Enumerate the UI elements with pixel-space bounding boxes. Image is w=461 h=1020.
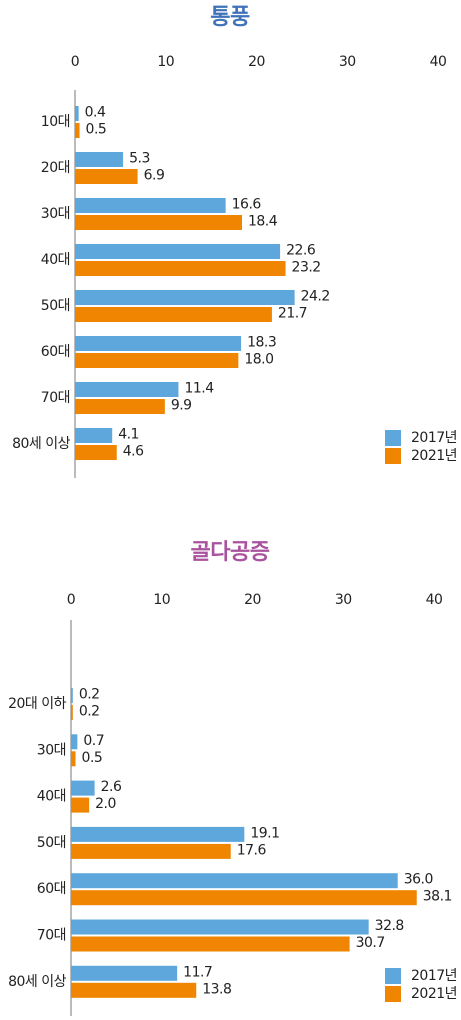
bar (75, 399, 165, 414)
value-label: 32.8 (375, 918, 404, 934)
value-label: 30.7 (356, 935, 385, 951)
legend-swatch (385, 968, 401, 984)
value-label: 16.6 (232, 197, 262, 213)
y-tick-label: 10대 (41, 114, 70, 130)
bar (71, 843, 231, 859)
value-label: 18.0 (244, 352, 273, 368)
bar (75, 215, 242, 230)
bar (71, 780, 95, 796)
bar (71, 982, 197, 998)
value-label: 0.2 (79, 687, 100, 703)
value-label: 2.6 (101, 779, 122, 795)
y-tick-label: 70대 (37, 928, 66, 944)
value-label: 4.6 (123, 444, 144, 460)
value-label: 22.6 (286, 243, 316, 259)
bar (75, 152, 124, 167)
y-tick-label: 60대 (37, 881, 66, 897)
bar (75, 198, 226, 213)
bar (75, 169, 138, 184)
legend-label: 2021년 (411, 448, 457, 464)
bar (71, 873, 398, 889)
bar (71, 936, 350, 952)
x-tick-label: 40 (430, 54, 447, 70)
value-label: 11.7 (183, 964, 212, 980)
x-tick-label: 0 (71, 54, 79, 70)
bar (71, 965, 178, 981)
y-tick-label: 40대 (37, 789, 66, 805)
value-label: 5.3 (129, 151, 150, 167)
bar (75, 123, 80, 138)
y-tick-label: 50대 (37, 835, 66, 851)
bar (75, 382, 179, 397)
value-label: 6.9 (144, 168, 165, 184)
bar (71, 751, 76, 767)
bar (75, 336, 242, 351)
chart-title: 골다공증 (191, 540, 270, 565)
value-label: 0.7 (83, 733, 104, 749)
x-tick-label: 20 (244, 592, 261, 608)
x-tick-label: 0 (67, 592, 75, 608)
bar (75, 261, 286, 276)
y-tick-label: 20대 (41, 160, 70, 176)
value-label: 18.4 (248, 214, 278, 230)
x-tick-label: 20 (248, 54, 265, 70)
legend-label: 2021년 (411, 986, 457, 1002)
value-label: 36.0 (404, 872, 433, 888)
x-tick-label: 40 (426, 592, 443, 608)
value-label: 0.4 (85, 105, 106, 121)
bar (75, 244, 281, 259)
bar (75, 307, 272, 322)
bar (71, 826, 245, 842)
value-label: 13.8 (202, 981, 231, 997)
value-label: 0.5 (82, 750, 103, 766)
value-label: 17.6 (237, 842, 267, 858)
bar (75, 445, 117, 460)
value-label: 4.1 (118, 427, 139, 443)
bar (71, 734, 78, 750)
value-label: 23.2 (292, 260, 321, 276)
value-label: 11.4 (184, 381, 214, 397)
bar (71, 705, 73, 720)
value-label: 0.2 (79, 704, 100, 720)
bar (71, 797, 90, 813)
bar (75, 290, 295, 305)
value-label: 24.2 (301, 289, 330, 305)
y-tick-label: 80세 이상 (12, 436, 71, 452)
legend-swatch (385, 430, 401, 446)
bar (75, 106, 79, 121)
value-label: 2.0 (95, 796, 116, 812)
bar (71, 919, 369, 935)
y-tick-label: 20대 이하 (8, 696, 67, 712)
y-tick-label: 40대 (41, 252, 70, 268)
value-label: 0.5 (86, 122, 107, 138)
bar (71, 890, 417, 906)
y-tick-label: 60대 (41, 344, 70, 360)
value-label: 38.1 (423, 889, 452, 905)
legend-swatch (385, 986, 401, 1002)
bar (75, 428, 113, 443)
x-tick-label: 10 (157, 54, 174, 70)
y-tick-label: 30대 (41, 206, 70, 222)
value-label: 21.7 (278, 306, 307, 322)
x-tick-label: 10 (153, 592, 170, 608)
value-label: 18.3 (247, 335, 276, 351)
bar (71, 688, 73, 703)
y-tick-label: 70대 (41, 390, 70, 406)
x-tick-label: 30 (339, 54, 356, 70)
legend-label: 2017년 (411, 430, 457, 446)
value-label: 19.1 (250, 825, 279, 841)
x-tick-label: 30 (335, 592, 352, 608)
bar (75, 353, 239, 368)
legend-swatch (385, 448, 401, 464)
chart-title: 통풍 (210, 5, 250, 30)
y-tick-label: 80세 이상 (8, 974, 67, 990)
y-tick-label: 30대 (37, 742, 66, 758)
y-tick-label: 50대 (41, 298, 70, 314)
legend-label: 2017년 (411, 968, 457, 984)
value-label: 9.9 (171, 398, 192, 414)
